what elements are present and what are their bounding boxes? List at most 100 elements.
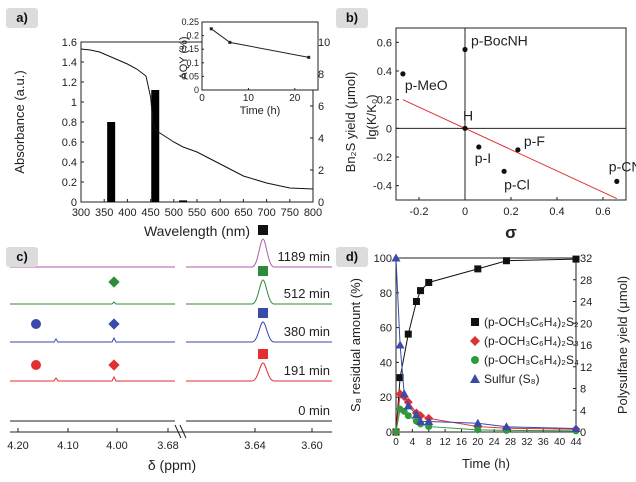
series-group: [391, 389, 581, 437]
trace-right-segment: [186, 321, 332, 343]
legend-label: (p-OCH₃C₆H₄)₂S₂: [484, 315, 579, 329]
c-x-tick-label: 4.20: [7, 440, 28, 452]
trace-right-segment: [186, 238, 332, 268]
marker-square: [258, 225, 268, 235]
d-left-tick-label: 100: [374, 253, 392, 265]
trace-time-label: 0 min: [298, 403, 330, 418]
hammett-point: [515, 147, 521, 153]
marker-triangle: [403, 401, 413, 410]
d-right-tick-label: 8: [580, 384, 586, 396]
inset-aqy-point: [209, 27, 213, 31]
b-y-tick-label: 0.2: [377, 95, 392, 107]
d-right-tick-label: 20: [580, 318, 592, 330]
inset-aqy-point: [228, 40, 232, 44]
marker-triangle: [416, 417, 426, 426]
inset-x-tick-label: 10: [243, 93, 255, 104]
inset-x-tick-label: 0: [199, 93, 205, 104]
inset-xlabel: Time (h): [240, 105, 281, 117]
trace-left-segment: [10, 375, 175, 382]
d-right-tick-label: 32: [580, 253, 592, 265]
marker-diamond: [108, 276, 120, 288]
b-y-tick-label: -0.4: [373, 181, 392, 193]
d-x-tick-label: 16: [456, 437, 468, 448]
hammett-point-label: p-I: [475, 150, 491, 166]
trace-time-label: 512 min: [284, 286, 330, 301]
panel-b-plot-frame: [395, 27, 627, 201]
yield-bar: [179, 200, 188, 202]
c-x-tick-label: 4.00: [106, 440, 127, 452]
trace-time-label: 380 min: [284, 324, 330, 339]
inset-y-tick-label: 0.2: [186, 31, 199, 41]
marker-square: [425, 278, 433, 286]
d-right-tick-label: 16: [580, 340, 592, 352]
nmr-trace: 0 min: [10, 403, 332, 422]
b-y-tick-label: 0: [386, 123, 392, 135]
trace-left-segment: [10, 336, 175, 343]
marker-square: [471, 318, 479, 326]
hammett-point: [462, 125, 468, 131]
trace-left-segment: [10, 301, 175, 305]
panel-b-tag: b): [336, 8, 368, 28]
panel-d-tag: d): [336, 247, 368, 267]
legend-label: (p-OCH₃C₆H₄)₂S₃: [484, 334, 579, 348]
panel-a-tag: a): [6, 8, 38, 28]
trace-time-label: 1189 min: [277, 249, 330, 264]
hammett-point: [476, 144, 482, 150]
marker-square: [412, 298, 420, 305]
a-right-tick-label: 4: [318, 133, 324, 145]
a-x-tick-label: 300: [72, 207, 90, 219]
hammett-point: [462, 46, 468, 53]
a-x-tick-label: 450: [141, 207, 159, 219]
d-x-tick-label: 32: [521, 437, 533, 448]
d-x-tick-label: 0: [393, 437, 399, 448]
axis-break-mark: [174, 424, 182, 439]
d-left-tick-label: 80: [380, 288, 392, 300]
marker-square: [417, 287, 425, 295]
inset-y-tick-label: 0.05: [181, 71, 199, 81]
hammett-point-label: p-Cl: [504, 176, 530, 192]
panel-c-xlabel: δ (ppm): [148, 457, 196, 473]
a-y-tick-label: 1: [71, 97, 77, 109]
c-x-tick-label: 3.68: [157, 440, 178, 452]
a-x-tick-label: 750: [281, 207, 299, 219]
d-right-tick-label: 4: [580, 405, 586, 417]
panel-a-ylabel-left: Absorbance (a.u.): [12, 70, 27, 173]
a-y-tick-label: 1.4: [62, 57, 77, 69]
panel-d-xlabel: Time (h): [462, 456, 510, 471]
hammett-point: [400, 71, 406, 77]
b-x-tick-label: 0.2: [503, 206, 518, 218]
fit-line: [402, 99, 618, 200]
d-right-tick-label: 24: [580, 297, 592, 309]
marker-square: [396, 374, 404, 382]
inset-ylabel: AQY (%): [178, 36, 190, 79]
hammett-point-label: p-BocNH: [471, 33, 528, 49]
marker-diamond: [470, 336, 480, 346]
inset-frame: [201, 21, 319, 91]
a-right-tick-label: 6: [318, 101, 324, 113]
a-y-tick-label: 1.6: [62, 37, 77, 49]
d-x-tick-label: 40: [554, 437, 566, 448]
a-y-tick-label: 0: [71, 197, 77, 209]
d-right-tick-label: 28: [580, 275, 592, 287]
marker-circle: [31, 319, 41, 329]
d-x-tick-label: 8: [426, 437, 432, 448]
d-x-tick-label: 24: [489, 437, 501, 448]
marker-circle: [474, 426, 482, 434]
marker-circle: [471, 356, 479, 364]
marker-triangle: [395, 340, 405, 349]
a-y-tick-label: 0.8: [62, 117, 77, 129]
hammett-point-label: p-F: [524, 133, 545, 149]
marker-circle: [392, 428, 400, 436]
a-x-tick-label: 500: [165, 207, 183, 219]
d-right-tick-label: 0: [580, 427, 586, 439]
a-right-tick-label: 2: [318, 165, 324, 177]
d-left-tick-label: 40: [380, 357, 392, 369]
panel-d-ylabel-right: Polysulfane yield (μmol): [615, 276, 630, 414]
legend-label: Sulfur (S₈): [484, 372, 540, 386]
marker-triangle: [501, 422, 511, 431]
panel-d: 0 4 8 12 16 20 24 28 32 36 40 440204060801000481216…: [348, 253, 630, 471]
d-x-tick-label: 20: [472, 437, 484, 448]
yield-bar: [151, 90, 160, 202]
marker-triangle: [391, 253, 401, 262]
b-x-tick-label: 0.4: [549, 206, 564, 218]
